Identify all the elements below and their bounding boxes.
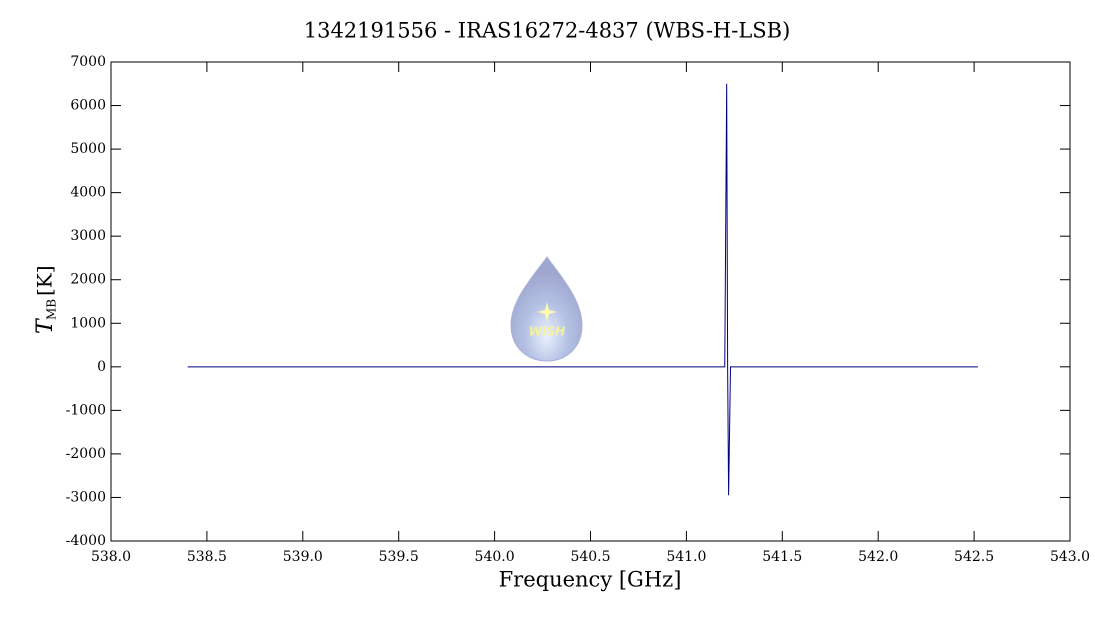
y-tick-label: 4000 [70,185,106,201]
x-tick-label: 538.0 [91,549,131,565]
y-tick-label: 2000 [70,272,106,288]
y-tick-label: -1000 [66,402,106,418]
x-tick-label: 541.5 [762,549,802,565]
y-axis-label: T MB [K] [33,265,59,334]
y-tick-label: -4000 [66,533,106,549]
y-tick-label: 7000 [70,54,106,70]
y-tick-label: 1000 [70,315,106,331]
y-tick-label: 6000 [70,98,106,114]
logo: WISH [510,256,583,362]
x-tick-label: 543.0 [1050,549,1090,565]
y-tick-label: -2000 [66,446,106,462]
y-label-unit: [K] [33,265,57,296]
x-tick-label: 539.0 [283,549,323,565]
x-tick-label: 541.0 [666,549,706,565]
plot-frame [110,61,1071,542]
y-tick-label: 0 [97,359,106,375]
y-tick-label: -3000 [66,489,106,505]
x-tick-label: 539.5 [379,549,419,565]
x-tick-label: 538.5 [187,549,227,565]
x-tick-label: 540.0 [475,549,515,565]
x-axis-label: Frequency [GHz] [499,568,682,592]
y-tick-label: 3000 [70,228,106,244]
y-label-symbol: T [33,317,58,334]
y-tick-label: 5000 [70,141,106,157]
logo-star [537,302,557,322]
spectrum-line [187,83,978,496]
x-tick-label: 540.5 [570,549,610,565]
x-tick-label: 542.0 [858,549,898,565]
chart-title: 1342191556 - IRAS16272-4837 (WBS-H-LSB) [304,19,791,43]
y-label-subscript: MB [45,299,59,320]
logo-text: WISH [529,325,565,339]
x-tick-label: 542.5 [954,549,994,565]
